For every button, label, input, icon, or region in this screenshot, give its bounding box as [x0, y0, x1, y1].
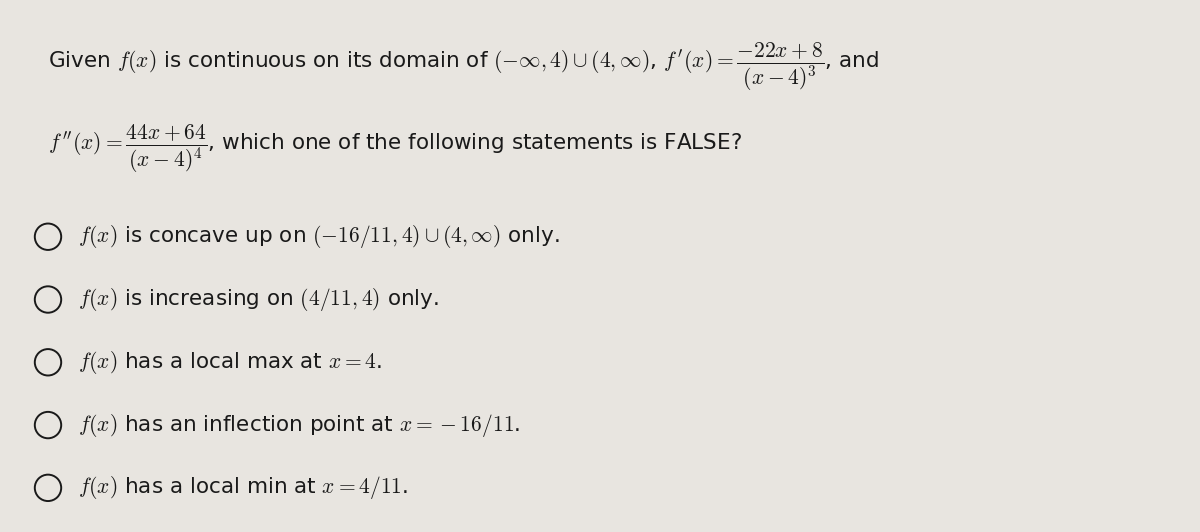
Text: $f(x)$ has a local min at $x = 4/11$.: $f(x)$ has a local min at $x = 4/11$. [78, 475, 408, 501]
Text: $f(x)$ has a local max at $x = 4$.: $f(x)$ has a local max at $x = 4$. [78, 349, 382, 376]
Text: Given $f(x)$ is continuous on its domain of $(-\infty, 4) \cup (4, \infty)$, $f\: Given $f(x)$ is continuous on its domain… [48, 40, 880, 93]
Text: $f(x)$ is concave up on $(-16/11, 4) \cup (4, \infty)$ only.: $f(x)$ is concave up on $(-16/11, 4) \cu… [78, 223, 559, 250]
Text: $f\,''(x) = \dfrac{44x+64}{(x-4)^4}$, which one of the following statements is F: $f\,''(x) = \dfrac{44x+64}{(x-4)^4}$, wh… [48, 123, 742, 175]
Text: $f(x)$ has an inflection point at $x = -16/11$.: $f(x)$ has an inflection point at $x = -… [78, 412, 521, 438]
Text: $f(x)$ is increasing on $(4/11, 4)$ only.: $f(x)$ is increasing on $(4/11, 4)$ only… [78, 286, 439, 313]
